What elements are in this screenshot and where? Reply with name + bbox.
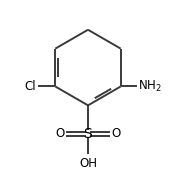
Text: O: O <box>112 127 121 140</box>
Text: O: O <box>55 127 64 140</box>
Text: NH$_2$: NH$_2$ <box>138 79 162 94</box>
Text: Cl: Cl <box>24 80 36 93</box>
Text: S: S <box>84 127 92 141</box>
Text: OH: OH <box>79 157 97 170</box>
